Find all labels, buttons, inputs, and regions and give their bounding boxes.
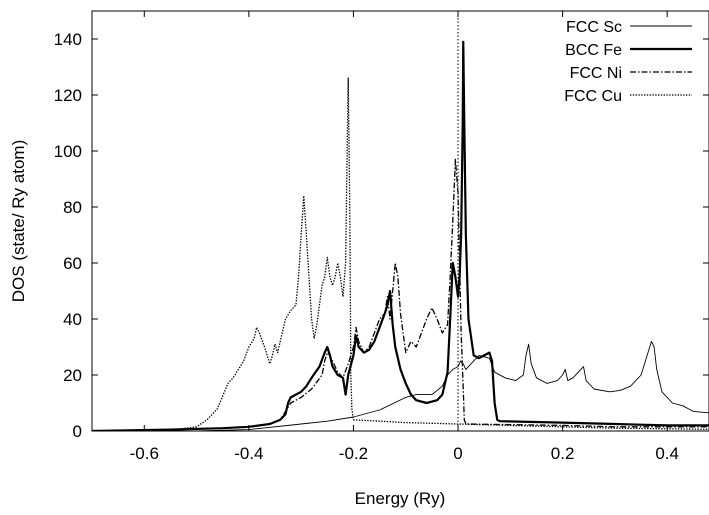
x-tick-label: -0.2 bbox=[339, 444, 368, 463]
series-line-fcc-sc bbox=[92, 340, 709, 431]
y-tick-label: 40 bbox=[63, 310, 82, 329]
legend: FCC Sc BCC Fe FCC Ni FCC Cu bbox=[564, 19, 692, 105]
x-tick-label: -0.6 bbox=[130, 444, 159, 463]
legend-label: BCC Fe bbox=[565, 42, 622, 59]
y-tick-label: 100 bbox=[54, 142, 82, 161]
x-tick-label: 0 bbox=[453, 444, 462, 463]
y-tick-label: 20 bbox=[63, 366, 82, 385]
series-line-fcc-ni bbox=[92, 158, 709, 431]
y-axis-label: DOS (state/ Ry atom) bbox=[9, 140, 28, 302]
x-tick-label: 0.2 bbox=[551, 444, 575, 463]
y-tick-label: 140 bbox=[54, 30, 82, 49]
x-axis-label: Energy (Ry) bbox=[355, 489, 446, 508]
series-line-fcc-cu bbox=[92, 77, 709, 431]
legend-label: FCC Sc bbox=[566, 19, 622, 36]
legend-label: FCC Cu bbox=[564, 88, 622, 105]
series-layer bbox=[92, 40, 709, 431]
legend-label: FCC Ni bbox=[570, 65, 622, 82]
series-line-bcc-fe bbox=[92, 40, 709, 431]
y-tick-label: 0 bbox=[73, 422, 82, 441]
y-tick-label: 80 bbox=[63, 198, 82, 217]
y-tick-label: 120 bbox=[54, 86, 82, 105]
ticks-layer: -0.6 -0.4 -0.2 0 0.2 0.4 0 20 40 60 80 100 120 140 bbox=[54, 11, 709, 463]
plot-frame bbox=[91, 10, 709, 432]
plot-area bbox=[91, 10, 709, 432]
y-tick-label: 60 bbox=[63, 254, 82, 273]
x-tick-label: -0.4 bbox=[234, 444, 263, 463]
x-tick-label: 0.4 bbox=[655, 444, 679, 463]
